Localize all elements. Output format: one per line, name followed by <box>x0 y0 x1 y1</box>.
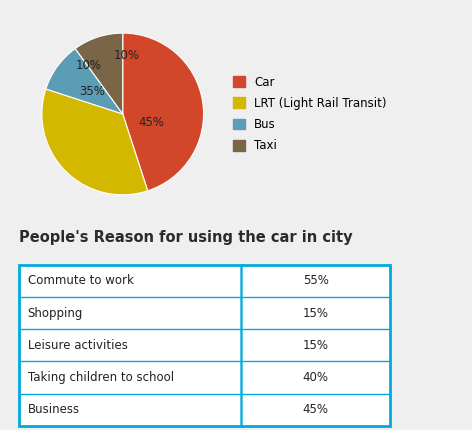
Text: Taking children to school: Taking children to school <box>27 371 174 384</box>
Wedge shape <box>75 33 123 114</box>
Text: 10%: 10% <box>76 59 102 72</box>
Text: 55%: 55% <box>303 274 329 288</box>
Text: 40%: 40% <box>303 371 329 384</box>
Text: 15%: 15% <box>303 307 329 319</box>
Text: Business: Business <box>27 403 80 416</box>
Text: 10%: 10% <box>114 49 140 62</box>
Text: People's Reason for using the car in city: People's Reason for using the car in cit… <box>18 230 352 245</box>
Text: Leisure activities: Leisure activities <box>27 339 127 352</box>
Text: 45%: 45% <box>138 116 164 129</box>
Wedge shape <box>46 49 123 114</box>
Text: 35%: 35% <box>79 85 105 98</box>
FancyBboxPatch shape <box>18 265 390 426</box>
Text: 15%: 15% <box>303 339 329 352</box>
Wedge shape <box>42 89 148 195</box>
Legend: Car, LRT (Light Rail Transit), Bus, Taxi: Car, LRT (Light Rail Transit), Bus, Taxi <box>231 73 389 155</box>
Text: 45%: 45% <box>303 403 329 416</box>
Wedge shape <box>123 33 203 191</box>
Text: Shopping: Shopping <box>27 307 83 319</box>
Text: Commute to work: Commute to work <box>27 274 134 288</box>
